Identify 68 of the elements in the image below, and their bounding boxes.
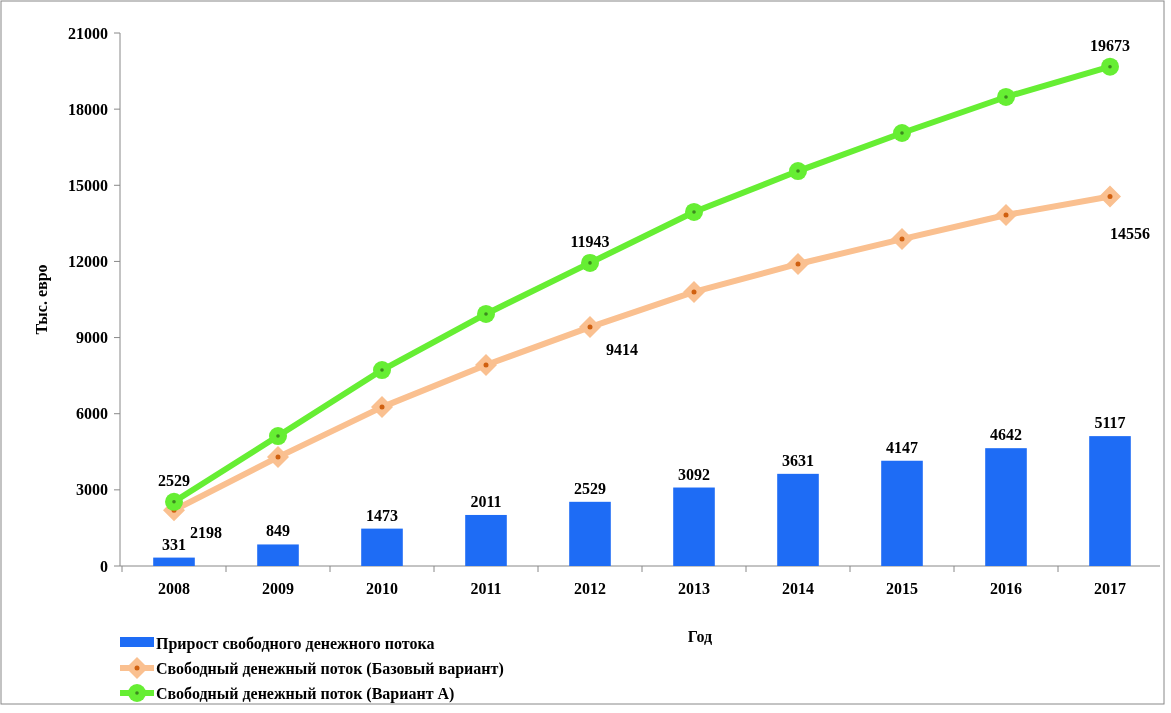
point xyxy=(787,252,809,275)
x-tick-label: 2012 xyxy=(574,580,606,597)
point xyxy=(373,361,391,380)
bar xyxy=(1089,436,1131,566)
x-tick-label: 2013 xyxy=(678,580,710,597)
y-axis-title: Тыс. евро xyxy=(33,264,51,335)
bar xyxy=(985,448,1027,566)
point xyxy=(891,228,913,251)
y-tick-label: 21000 xyxy=(68,24,108,42)
y-tick-label: 3000 xyxy=(76,481,108,499)
y-tick-label: 15000 xyxy=(68,176,108,194)
bar xyxy=(361,528,403,566)
point xyxy=(789,162,807,181)
point xyxy=(579,316,601,339)
y-tick-label: 9000 xyxy=(76,329,108,347)
x-tick-label: 2009 xyxy=(262,580,294,597)
y-tick-label: 0 xyxy=(100,557,108,575)
point xyxy=(1101,57,1119,76)
x-tick-label: 2010 xyxy=(366,580,398,597)
data-label: 11943 xyxy=(570,232,610,250)
y-tick-label: 18000 xyxy=(68,100,108,118)
data-label: 3631 xyxy=(782,451,814,469)
data-label: 14556 xyxy=(1110,224,1150,242)
point xyxy=(581,253,599,272)
point xyxy=(1099,185,1121,208)
y-tick-label: 12000 xyxy=(68,253,108,271)
x-tick-label: 2016 xyxy=(990,580,1022,597)
bar xyxy=(673,487,715,566)
data-label: 2529 xyxy=(574,479,606,497)
point xyxy=(371,396,393,419)
point xyxy=(477,304,495,323)
data-label: 4147 xyxy=(886,438,918,456)
point xyxy=(475,353,497,376)
legend-label: Прирост свободного денежного потока xyxy=(156,634,435,653)
data-label: 2011 xyxy=(470,492,502,510)
data-label: 9414 xyxy=(606,341,638,359)
data-label: 331 xyxy=(162,535,186,553)
data-label: 5117 xyxy=(1094,414,1126,432)
point xyxy=(683,280,705,303)
data-label: 3092 xyxy=(678,465,710,483)
bar xyxy=(465,514,507,566)
point xyxy=(995,203,1017,226)
x-tick-label: 2014 xyxy=(782,580,814,597)
x-axis-title: Год xyxy=(687,628,713,645)
legend-label: Свободный денежный поток (Базовый вариант) xyxy=(156,659,504,678)
data-label: 849 xyxy=(266,522,290,540)
bar xyxy=(777,473,819,566)
x-tick-label: 2017 xyxy=(1094,580,1126,597)
data-label: 19673 xyxy=(1090,36,1130,54)
point xyxy=(893,124,911,142)
bar xyxy=(881,460,923,566)
bar xyxy=(257,544,299,566)
point xyxy=(165,492,183,511)
point xyxy=(269,427,287,446)
y-tick-label: 6000 xyxy=(76,405,108,423)
x-tick-label: 2015 xyxy=(886,580,918,597)
point xyxy=(685,202,703,221)
data-label: 1473 xyxy=(366,506,398,524)
bar xyxy=(153,557,195,566)
data-label: 4642 xyxy=(990,426,1022,444)
bar xyxy=(569,501,611,566)
point xyxy=(997,87,1015,106)
point xyxy=(267,446,289,469)
legend-label: Свободный денежный поток (Вариант А) xyxy=(156,684,455,703)
data-label: 2198 xyxy=(190,524,222,542)
x-tick-label: 2008 xyxy=(158,580,190,597)
x-tick-label: 2011 xyxy=(470,580,502,597)
data-label: 2529 xyxy=(158,471,190,489)
